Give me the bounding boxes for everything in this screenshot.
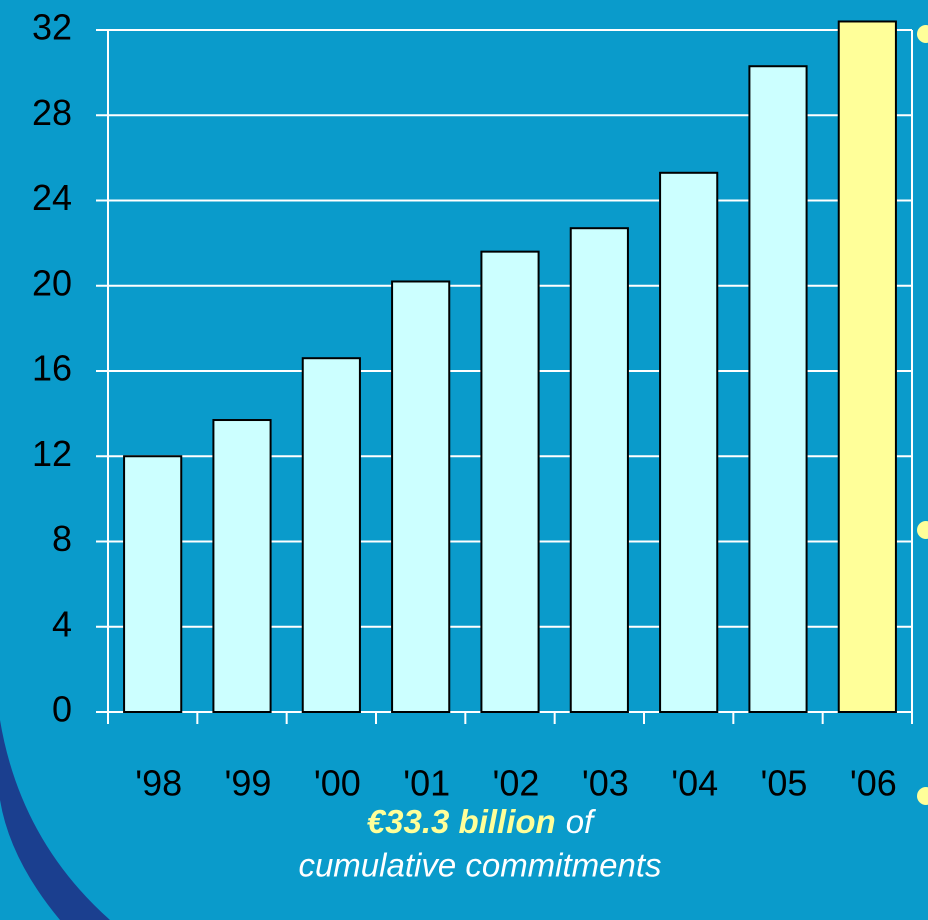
bar — [301, 357, 361, 713]
bullet — [917, 787, 928, 805]
annotation: €33.3 billion of — [367, 803, 597, 840]
x-tick-label: '04 — [671, 763, 718, 804]
bar — [748, 65, 808, 713]
y-tick-label: 24 — [32, 177, 72, 218]
bullet — [917, 25, 928, 43]
x-tick-label: '06 — [850, 763, 897, 804]
bar — [391, 280, 451, 713]
bullet — [917, 521, 928, 539]
annotation-text: of — [566, 803, 597, 840]
annotation: cumulative commitments — [298, 847, 661, 884]
y-tick-label: 12 — [32, 433, 72, 474]
bar — [659, 171, 719, 713]
y-tick-label: 16 — [32, 348, 72, 389]
x-tick-label: '05 — [761, 763, 808, 804]
bar — [480, 250, 540, 713]
y-tick-label: 8 — [52, 518, 72, 559]
y-tick-label: 32 — [32, 7, 72, 48]
decoration — [0, 720, 110, 920]
y-tick-label: 0 — [52, 689, 72, 730]
bar — [837, 20, 897, 714]
y-tick-label: 20 — [32, 262, 72, 303]
bar — [569, 227, 629, 714]
x-tick-label: '00 — [314, 763, 361, 804]
annotation-highlight: €33.3 billion — [367, 803, 556, 840]
x-tick-label: '98 — [135, 763, 182, 804]
x-tick-label: '99 — [225, 763, 272, 804]
x-tick-label: '02 — [493, 763, 540, 804]
x-tick-label: '01 — [403, 763, 450, 804]
bar — [212, 419, 272, 713]
y-tick-label: 28 — [32, 92, 72, 133]
y-tick-label: 4 — [52, 603, 72, 644]
bar — [123, 455, 183, 713]
x-tick-label: '03 — [582, 763, 629, 804]
